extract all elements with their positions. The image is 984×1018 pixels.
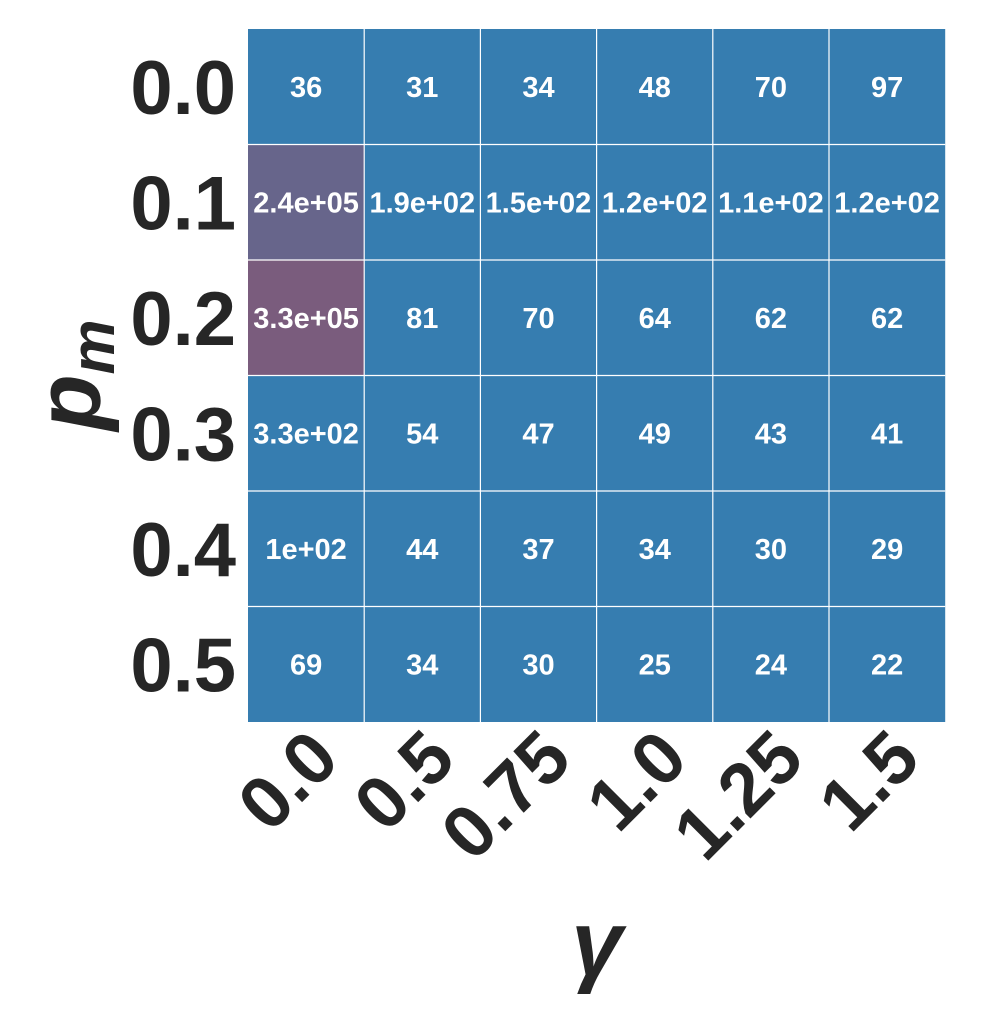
heatmap-cell [596,375,713,491]
y-tick-label: 0.1 [130,161,236,246]
y-axis-label-subscript: m [59,319,128,374]
cell-annotation: 1.2e+02 [602,187,708,219]
heatmap-cell [248,606,365,722]
cell-annotation: 64 [639,303,671,335]
cell-annotation: 54 [406,418,438,450]
cell-annotation: 1e+02 [265,534,346,566]
cell-annotation: 62 [871,303,903,335]
cell-annotation: 31 [406,72,438,104]
cell-annotation: 43 [755,418,787,450]
heatmap-cell [480,606,597,722]
cell-annotation: 34 [639,534,671,566]
heatmap-cell [829,260,946,376]
heatmap-cell [480,144,597,260]
x-axis-label: γ [571,893,627,995]
cell-annotation: 1.2e+02 [834,187,940,219]
heatmap-cell [712,375,829,491]
cell-annotation: 49 [639,418,671,450]
heatmap-cell [596,29,713,145]
y-tick-label: 0.4 [130,508,236,593]
cell-annotation: 41 [871,418,903,450]
cell-annotation: 3.3e+05 [253,303,359,335]
heatmap-cell [248,29,365,145]
cell-annotation: 97 [871,72,903,104]
heatmap-cell [712,606,829,722]
x-tick-label: 0.75 [425,715,586,876]
cell-annotation: 36 [290,72,322,104]
heatmap-cell [829,375,946,491]
cell-annotation: 2.4e+05 [253,187,359,219]
heatmap-cell [712,260,829,376]
cell-annotation: 37 [522,534,554,566]
cell-annotation: 81 [406,303,438,335]
y-tick-label: 0.5 [130,623,236,708]
cell-annotation: 24 [755,649,787,681]
heatmap-cell [712,29,829,145]
heatmap-cell [596,491,713,607]
heatmap-cell [829,29,946,145]
y-axis-label-main: p [18,374,120,433]
heatmap-cell [364,29,481,145]
cell-annotation: 69 [290,649,322,681]
heatmap-cell [480,491,597,607]
heatmap-cell [364,375,481,491]
cell-annotation: 30 [755,534,787,566]
cell-annotation: 70 [522,303,554,335]
heatmap-cells [248,29,946,722]
cell-annotation: 34 [406,649,438,681]
y-tick-label: 0.2 [130,277,236,362]
heatmap-cell [248,260,365,376]
cell-annotation: 3.3e+02 [253,418,359,450]
cell-annotation: 1.1e+02 [718,187,824,219]
cell-annotation: 48 [639,72,671,104]
cell-annotation: 1.9e+02 [369,187,475,219]
heatmap-cell [596,144,713,260]
heatmap-cell [829,491,946,607]
heatmap-cell [829,144,946,260]
heatmap-cell [248,144,365,260]
y-axis-label: pm [18,319,128,433]
heatmap-gridlines [248,29,946,722]
x-tick-label: 0.0 [222,715,353,846]
cell-annotation: 70 [755,72,787,104]
y-tick-label: 0.0 [130,46,236,131]
heatmap-cell [596,606,713,722]
cell-annotation: 44 [406,534,438,566]
x-axis-ticks: 0.00.50.751.01.251.5 [222,715,934,876]
y-axis: pm [18,319,128,433]
heatmap-cell [480,29,597,145]
x-tick-label: 1.5 [803,715,934,846]
heatmap-cell [712,491,829,607]
y-axis-ticks: 0.0 0.1 0.2 0.3 0.4 0.5 [130,46,236,709]
cell-annotation: 34 [522,72,554,104]
heatmap-cell [248,491,365,607]
heatmap-cell [364,144,481,260]
heatmap-cell [248,375,365,491]
cell-annotation: 1.5e+02 [486,187,592,219]
cell-annotation: 25 [639,649,671,681]
y-tick-label: 0.3 [130,392,236,477]
heatmap-cell [712,144,829,260]
x-axis: γ [571,893,627,995]
heatmap-cell [364,606,481,722]
heatmap-cell [364,491,481,607]
cell-annotation: 62 [755,303,787,335]
cell-annotation: 29 [871,534,903,566]
x-tick-label: 1.25 [658,715,819,876]
cell-annotation: 47 [522,418,554,450]
cell-annotation: 30 [522,649,554,681]
heatmap-annotations: 36 31 34 48 70 97 2.4e+05 1.9e+02 1.5e+02 1.2e+02… [253,72,940,682]
cell-annotation: 22 [871,649,903,681]
heatmap-cell [480,375,597,491]
heatmap-cell [829,606,946,722]
heatmap-cell [364,260,481,376]
heatmap-cell [480,260,597,376]
heatmap-cell [596,260,713,376]
